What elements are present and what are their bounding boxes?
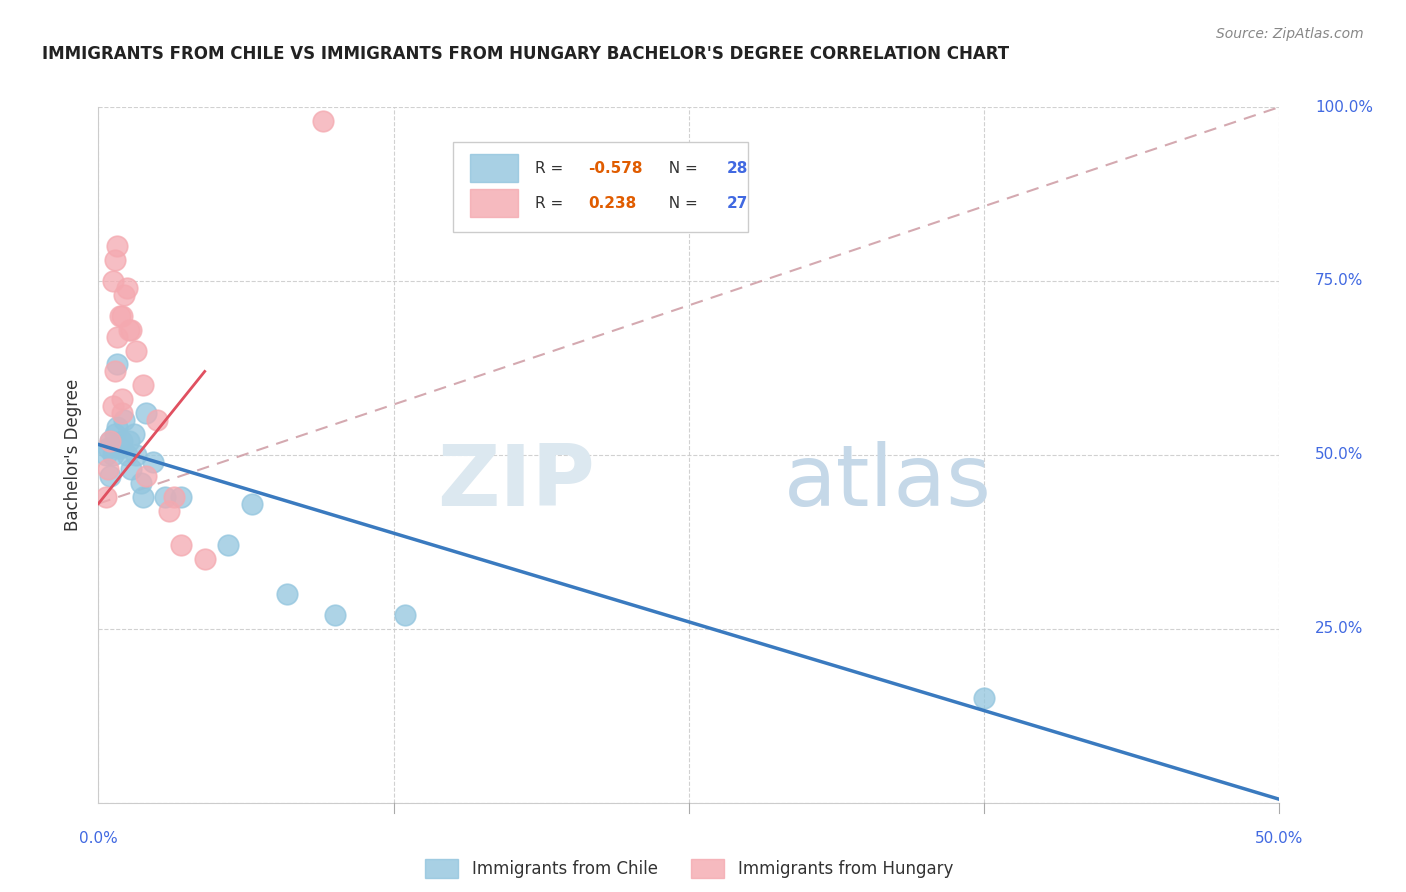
Point <box>276 587 298 601</box>
Point <box>240 497 263 511</box>
Point <box>105 239 128 253</box>
Text: N =: N = <box>659 195 703 211</box>
Text: atlas: atlas <box>783 442 991 524</box>
Point <box>97 441 120 455</box>
Point <box>125 448 148 462</box>
Text: 50.0%: 50.0% <box>1315 448 1364 462</box>
Point <box>105 420 128 434</box>
Text: Source: ZipAtlas.com: Source: ZipAtlas.com <box>1216 27 1364 41</box>
Point <box>153 490 176 504</box>
Point <box>101 448 124 462</box>
Point <box>105 329 128 343</box>
Point <box>217 538 239 552</box>
Point <box>194 552 217 566</box>
Point <box>121 323 143 337</box>
Point <box>94 490 117 504</box>
Point <box>108 441 131 455</box>
Point <box>98 434 121 448</box>
Point <box>125 343 148 358</box>
Point <box>157 503 180 517</box>
Point <box>135 468 157 483</box>
Point <box>104 427 127 442</box>
Text: ZIP: ZIP <box>437 442 595 524</box>
Point <box>104 253 127 268</box>
Point <box>115 281 138 295</box>
Text: R =: R = <box>536 195 574 211</box>
Point <box>111 392 134 407</box>
Point <box>118 323 141 337</box>
Bar <box>471 154 517 182</box>
Point <box>394 607 416 622</box>
Point <box>104 364 127 378</box>
Text: 100.0%: 100.0% <box>1315 100 1372 114</box>
Bar <box>471 189 517 217</box>
Point <box>170 490 193 504</box>
Point <box>101 399 124 413</box>
Legend: Immigrants from Chile, Immigrants from Hungary: Immigrants from Chile, Immigrants from H… <box>418 853 960 885</box>
Y-axis label: Bachelor's Degree: Bachelor's Degree <box>65 379 83 531</box>
Point <box>170 538 193 552</box>
Point <box>101 274 124 288</box>
Point <box>105 358 128 372</box>
Point <box>312 114 335 128</box>
Point <box>97 462 120 476</box>
Point <box>163 490 186 504</box>
Point <box>122 427 145 442</box>
Point <box>111 406 134 420</box>
Text: 27: 27 <box>727 195 748 211</box>
Point <box>132 378 155 392</box>
Point <box>142 455 165 469</box>
Point <box>135 406 157 420</box>
Text: 25.0%: 25.0% <box>1315 622 1364 636</box>
FancyBboxPatch shape <box>453 142 748 232</box>
Point <box>453 169 475 184</box>
Text: 0.0%: 0.0% <box>79 830 118 846</box>
Point <box>132 490 155 504</box>
Point <box>98 468 121 483</box>
Point <box>94 448 117 462</box>
Text: 0.238: 0.238 <box>589 195 637 211</box>
Text: IMMIGRANTS FROM CHILE VS IMMIGRANTS FROM HUNGARY BACHELOR'S DEGREE CORRELATION C: IMMIGRANTS FROM CHILE VS IMMIGRANTS FROM… <box>42 45 1010 62</box>
Text: N =: N = <box>659 161 703 176</box>
Point <box>129 475 152 490</box>
Text: 75.0%: 75.0% <box>1315 274 1364 288</box>
Text: R =: R = <box>536 161 568 176</box>
Point <box>108 309 131 323</box>
Point <box>323 607 346 622</box>
Point <box>118 434 141 448</box>
Point <box>112 288 135 302</box>
Point <box>111 309 134 323</box>
Point <box>121 462 143 476</box>
Point <box>98 434 121 448</box>
Text: 28: 28 <box>727 161 748 176</box>
Point <box>973 691 995 706</box>
Point <box>112 413 135 427</box>
Point <box>115 448 138 462</box>
Text: 50.0%: 50.0% <box>1256 830 1303 846</box>
Point <box>111 434 134 448</box>
Text: -0.578: -0.578 <box>589 161 643 176</box>
Point <box>146 413 169 427</box>
